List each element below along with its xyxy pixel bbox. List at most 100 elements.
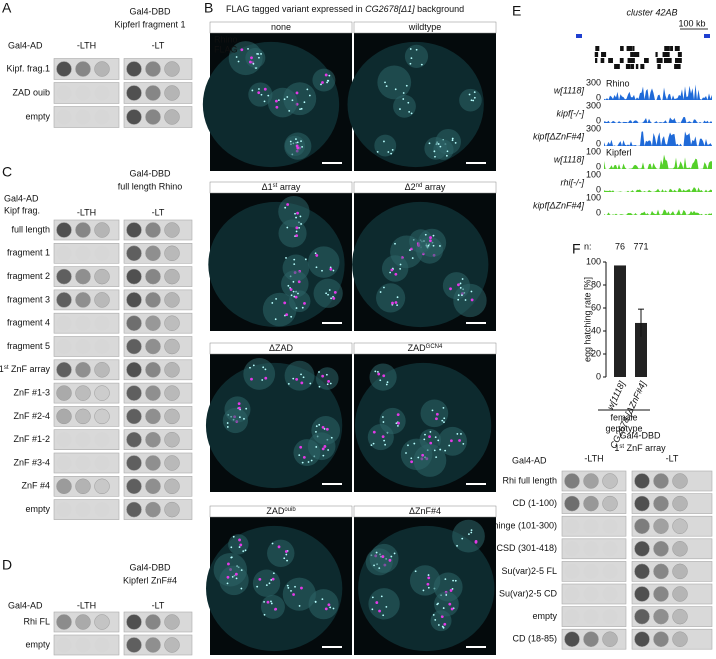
- colony-spot: [94, 637, 110, 653]
- panel-title-part: CG2678[Δ1]: [365, 4, 415, 14]
- nucleus: [267, 87, 298, 118]
- flag-speckle: [427, 244, 430, 247]
- colony-spot: [75, 315, 91, 331]
- flag-speckle: [451, 137, 454, 140]
- transposon-block: [614, 64, 620, 69]
- colony-spot: [653, 608, 669, 625]
- panel-title: 1st ZnF array: [614, 443, 666, 453]
- micrograph: ΔZAD: [205, 342, 353, 492]
- colony-spot: [653, 631, 669, 647]
- colony-spot: [56, 268, 72, 285]
- panel-title: full length Rhino: [118, 181, 183, 191]
- flag-speckle: [226, 426, 229, 428]
- panel-title: Kipferl ZnF#4: [123, 575, 177, 585]
- flag-speckle: [376, 150, 379, 153]
- nucleus: [459, 88, 482, 112]
- row-label-part: 1: [0, 364, 4, 374]
- nucleus: [404, 44, 429, 68]
- nucleus: [278, 219, 307, 248]
- flag-speckle: [240, 587, 243, 590]
- flag-speckle: [277, 99, 280, 102]
- flag-speckle: [408, 110, 411, 113]
- flag-speckle: [295, 138, 297, 140]
- flag-speckle: [301, 306, 304, 309]
- flag-speckle: [247, 47, 249, 50]
- flag-speckle: [308, 94, 311, 97]
- rhino-focus: [258, 577, 262, 581]
- flag-speckle: [407, 101, 410, 104]
- flag-speckle: [318, 371, 320, 373]
- panel-title-part: st: [619, 444, 624, 450]
- colony-spot: [94, 502, 110, 518]
- transposon-block: [595, 46, 600, 51]
- rhino-focus: [397, 421, 400, 425]
- flag-speckle: [301, 461, 304, 464]
- row-label: fragment 3: [7, 294, 50, 304]
- colony-spot: [145, 455, 161, 471]
- panel-letter: F: [572, 241, 581, 257]
- colony-spot: [672, 631, 688, 647]
- flag-speckle: [292, 377, 295, 380]
- rhino-focus: [274, 607, 278, 611]
- colony-spot: [56, 339, 72, 354]
- transposon-block: [677, 52, 682, 57]
- y-tick-label: 100: [586, 256, 601, 266]
- nucleus: [267, 539, 295, 567]
- colony-spot: [126, 268, 142, 285]
- flag-speckle: [397, 425, 399, 427]
- colony-spot: [94, 362, 110, 378]
- colony-spot: [564, 518, 580, 534]
- micrograph: ZADouib: [206, 505, 353, 655]
- flag-speckle: [409, 62, 412, 65]
- flag-speckle: [468, 93, 471, 96]
- rhino-focus: [321, 81, 324, 84]
- track-label: rhi[-/-]: [561, 177, 585, 187]
- panel-letter: A: [2, 0, 12, 16]
- colony-spot: [56, 614, 72, 630]
- flag-speckle: [275, 298, 277, 300]
- rhino-focus: [378, 609, 381, 613]
- flag-speckle: [270, 579, 273, 581]
- flag-speckle: [399, 267, 402, 270]
- rhino-focus: [443, 622, 447, 626]
- locus-title: cluster 42AB: [626, 7, 677, 17]
- colony-spot: [75, 408, 91, 425]
- flag-speckle: [445, 594, 448, 596]
- colony-spot: [75, 245, 91, 261]
- flag-speckle: [293, 258, 296, 261]
- colony-spot: [75, 455, 91, 471]
- colony-spot: [94, 109, 110, 125]
- flag-speckle: [327, 449, 330, 451]
- flag-speckle: [444, 578, 447, 581]
- colony-spot: [94, 385, 110, 401]
- flag-speckle: [295, 216, 297, 219]
- rhino-focus: [421, 453, 425, 457]
- track-min: 0: [596, 115, 601, 125]
- flag-speckle: [434, 619, 437, 621]
- colony-spot: [75, 222, 91, 238]
- flag-speckle: [371, 608, 374, 611]
- rhino-focus: [292, 593, 295, 596]
- colony-spot: [56, 292, 72, 308]
- plate-box: [631, 538, 713, 560]
- image-label-strip: [353, 21, 497, 34]
- flag-speckle: [293, 263, 296, 266]
- transposon-block: [594, 52, 599, 57]
- colony-spot: [126, 85, 142, 101]
- colony-spot: [602, 609, 618, 625]
- flag-speckle: [461, 278, 464, 280]
- flag-speckle: [321, 269, 323, 272]
- column-label: -LTH: [77, 207, 96, 217]
- image-label: Δ1st array: [262, 182, 301, 192]
- transposon-block: [674, 64, 680, 69]
- image-label-part: ZAD: [408, 343, 427, 353]
- nucleus: [260, 594, 285, 619]
- image-label: none: [271, 22, 291, 32]
- panel-title: Gal4-DBD: [129, 6, 171, 16]
- flag-speckle: [437, 439, 440, 442]
- nucleus: [417, 228, 447, 258]
- flag-speckle: [252, 62, 255, 65]
- flag-speckle: [385, 85, 388, 87]
- colony-spot: [94, 315, 110, 331]
- colony-spot: [602, 495, 618, 512]
